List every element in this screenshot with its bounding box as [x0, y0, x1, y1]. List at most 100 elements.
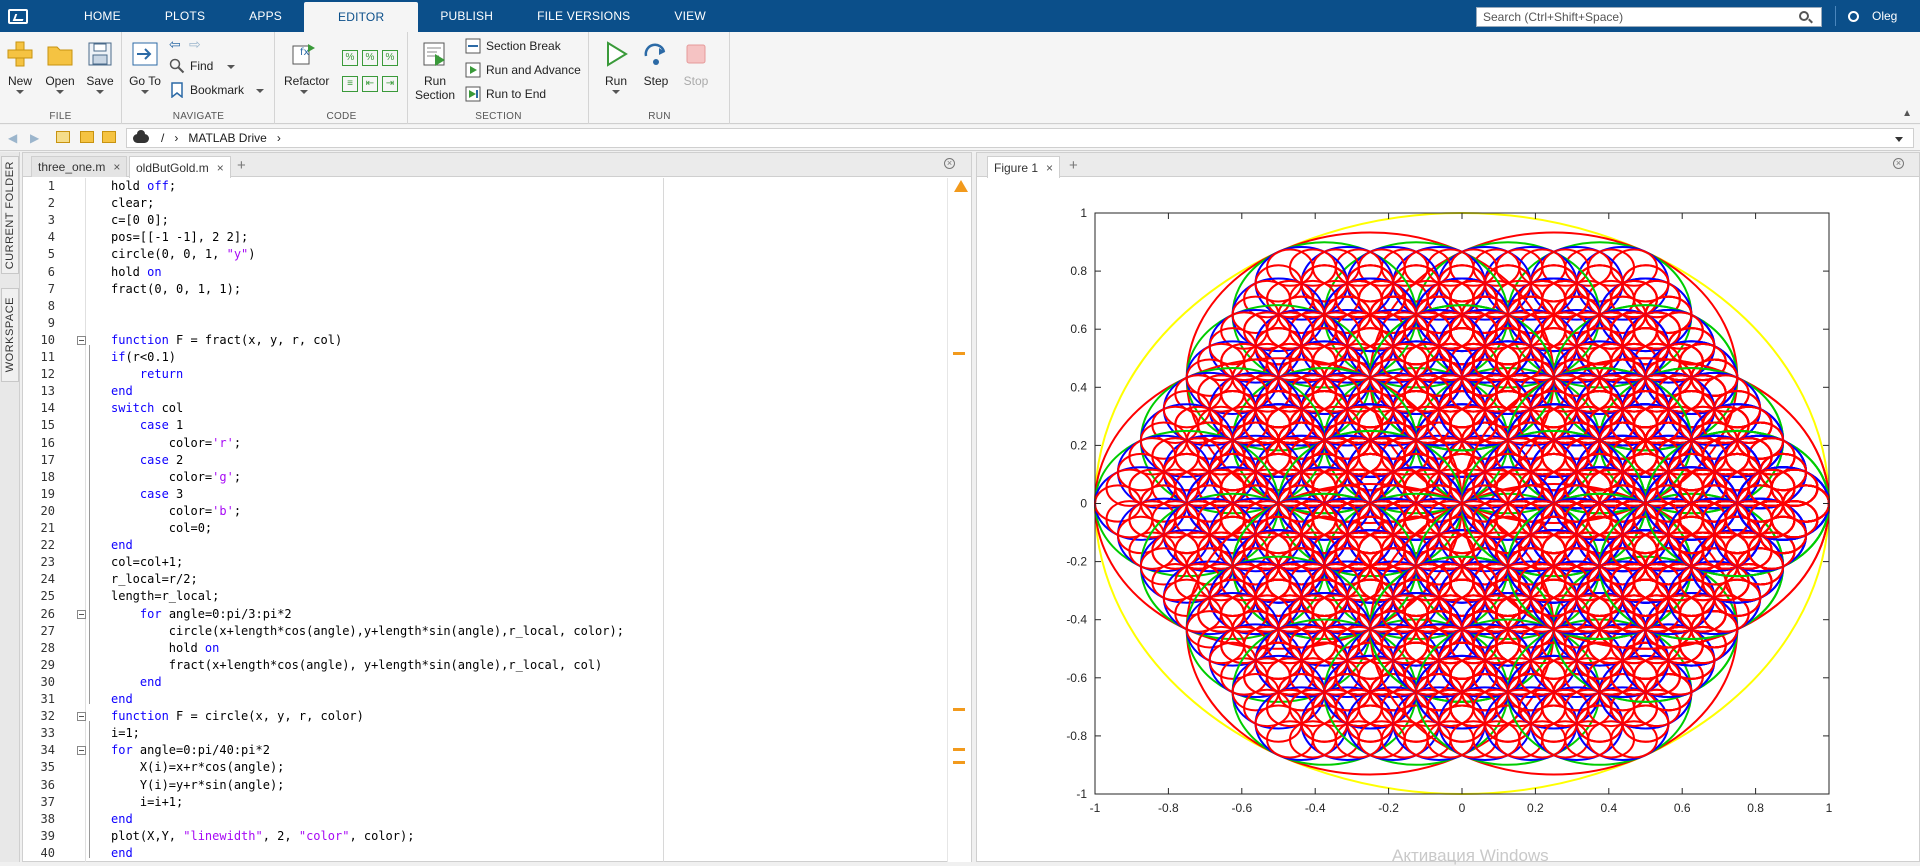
matlab-window-icon[interactable]	[0, 0, 36, 32]
code-line[interactable]: 29 fract(x+length*cos(angle), y+length*s…	[23, 657, 947, 674]
code-line[interactable]: 30 end	[23, 674, 947, 691]
fold-toggle-icon[interactable]	[77, 712, 86, 722]
current-folder-path[interactable]: / › MATLAB Drive ›	[126, 128, 1914, 148]
tab-view[interactable]: VIEW	[674, 9, 706, 23]
tab-file-versions[interactable]: FILE VERSIONS	[537, 9, 631, 23]
code-line[interactable]: 11 if(r<0.1)	[23, 349, 947, 366]
fold-toggle-icon[interactable]	[77, 746, 86, 756]
workspace-tab[interactable]: WORKSPACE	[1, 288, 19, 382]
forward-arrow-icon[interactable]: ⇨	[189, 36, 201, 52]
code-line[interactable]: 19 case 3	[23, 486, 947, 503]
code-line[interactable]: 39 plot(X,Y, "linewidth", 2, "color", col…	[23, 828, 947, 845]
fold-toggle-icon[interactable]	[77, 609, 86, 619]
back-arrow-icon[interactable]: ⇦	[169, 36, 181, 52]
tab-apps[interactable]: APPS	[249, 9, 282, 23]
help-icon[interactable]	[1848, 11, 1859, 22]
warning-marker[interactable]	[953, 748, 965, 751]
refactor-button[interactable]: fx Refactor	[284, 36, 329, 94]
code-line[interactable]: 31 end	[23, 691, 947, 708]
file-tab-three-one[interactable]: three_one.m ×	[31, 156, 128, 177]
search-icon[interactable]	[1799, 11, 1809, 21]
run-and-advance-button[interactable]: Run and Advance	[465, 60, 581, 80]
collapse-toolstrip-icon[interactable]: ▲	[1902, 108, 1912, 119]
tab-editor[interactable]: EDITOR	[304, 2, 419, 32]
code-line[interactable]: 14 switch col	[23, 400, 947, 417]
run-to-end-button[interactable]: Run to End	[465, 84, 546, 104]
code-line[interactable]: 2 clear;	[23, 195, 947, 212]
save-button[interactable]: Save	[82, 36, 118, 94]
go-to-button[interactable]: Go To	[127, 36, 163, 94]
open-button[interactable]: Open	[42, 36, 78, 94]
find-button[interactable]: Find	[169, 56, 236, 76]
close-icon[interactable]: ×	[113, 160, 121, 174]
section-break-button[interactable]: Section Break	[465, 36, 561, 56]
code-line[interactable]: 13 end	[23, 383, 947, 400]
run-button[interactable]: Run	[598, 36, 634, 94]
code-line[interactable]: 40 end	[23, 845, 947, 862]
code-line[interactable]: 36 Y(i)=y+r*sin(angle);	[23, 777, 947, 794]
decrease-indent-icon[interactable]: ⇤	[362, 76, 378, 92]
search-input[interactable]: Search (Ctrl+Shift+Space)	[1476, 7, 1822, 27]
new-tab-plus-icon[interactable]: +	[237, 157, 246, 174]
code-line[interactable]: 26 for angle=0:pi/3:pi*2	[23, 606, 947, 623]
code-line[interactable]: 32 function F = circle(x, y, r, color)	[23, 708, 947, 725]
tab-publish[interactable]: PUBLISH	[440, 9, 494, 23]
browse-folder-icon[interactable]	[80, 131, 94, 143]
warning-icon[interactable]	[954, 180, 968, 192]
warning-marker[interactable]	[953, 708, 965, 711]
current-folder-tab[interactable]: CURRENT FOLDER	[1, 156, 19, 274]
code-line[interactable]: 7 fract(0, 0, 1, 1);	[23, 281, 947, 298]
new-figure-plus-icon[interactable]: +	[1069, 157, 1078, 174]
code-line[interactable]: 9	[23, 315, 947, 332]
code-area[interactable]: 1 hold off; 2 clear; 3 c=[0 0]; 4 pos=[[-1 -1],…	[23, 178, 971, 862]
stop-button[interactable]: Stop	[678, 36, 714, 88]
code-line[interactable]: 3 c=[0 0];	[23, 212, 947, 229]
code-line[interactable]: 27 circle(x+length*cos(angle),y+length*s…	[23, 623, 947, 640]
code-line[interactable]: 35 X(i)=x+r*cos(angle);	[23, 759, 947, 776]
path-matlab-drive[interactable]: MATLAB Drive	[188, 131, 267, 145]
path-root[interactable]: /	[161, 131, 165, 145]
code-line[interactable]: 25 length=r_local;	[23, 588, 947, 605]
code-line[interactable]: 23 col=col+1;	[23, 554, 947, 571]
code-line[interactable]: 10 function F = fract(x, y, r, col)	[23, 332, 947, 349]
code-line[interactable]: 34 for angle=0:pi/40:pi*2	[23, 742, 947, 759]
code-line[interactable]: 1 hold off;	[23, 178, 947, 195]
smart-indent-icon[interactable]: ≡	[342, 76, 358, 92]
figure-tab[interactable]: Figure 1 ×	[987, 156, 1061, 178]
close-panel-icon[interactable]: ×	[1893, 158, 1904, 169]
chevron-down-icon[interactable]	[1895, 137, 1903, 142]
close-icon[interactable]: ×	[216, 160, 224, 175]
run-section-button[interactable]: Run Section	[413, 36, 457, 102]
back-icon[interactable]: ◀	[8, 131, 18, 145]
code-line[interactable]: 33 i=1;	[23, 725, 947, 742]
code-line[interactable]: 24 r_local=r/2;	[23, 571, 947, 588]
forward-icon[interactable]: ▶	[30, 131, 40, 145]
code-analyzer-gutter[interactable]	[947, 178, 971, 862]
file-tab-oldbutgold[interactable]: oldButGold.m ×	[129, 156, 231, 178]
code-line[interactable]: 38 end	[23, 811, 947, 828]
code-line[interactable]: 20 color='b';	[23, 503, 947, 520]
bookmark-button[interactable]: Bookmark	[169, 80, 265, 100]
code-line[interactable]: 15 case 1	[23, 417, 947, 434]
warning-marker[interactable]	[953, 352, 965, 355]
warning-marker[interactable]	[953, 761, 965, 764]
uncomment-icon[interactable]: %	[362, 50, 378, 66]
tab-home[interactable]: HOME	[84, 9, 121, 23]
code-line[interactable]: 4 pos=[[-1 -1], 2 2];	[23, 229, 947, 246]
tab-plots[interactable]: PLOTS	[164, 9, 206, 23]
code-line[interactable]: 12 return	[23, 366, 947, 383]
up-folder-icon[interactable]	[56, 131, 70, 143]
wrap-comments-icon[interactable]: %	[382, 50, 398, 66]
increase-indent-icon[interactable]: ⇥	[382, 76, 398, 92]
comment-icon[interactable]: %	[342, 50, 358, 66]
code-line[interactable]: 22 end	[23, 537, 947, 554]
step-button[interactable]: Step	[638, 36, 674, 88]
fold-toggle-icon[interactable]	[77, 335, 86, 345]
user-account-menu[interactable]: Oleg	[1872, 9, 1898, 23]
new-button[interactable]: New	[2, 36, 38, 94]
code-line[interactable]: 6 hold on	[23, 264, 947, 281]
code-line[interactable]: 5 circle(0, 0, 1, "y")	[23, 246, 947, 263]
close-icon[interactable]: ×	[1046, 160, 1054, 175]
plot-axes[interactable]: -1 -0.8 -0.6 -0.4 -0.2 0 0.2 0.4 0.6 0.8 1 1 0.8 0.6 0…	[977, 178, 1919, 862]
code-line[interactable]: 28 hold on	[23, 640, 947, 657]
